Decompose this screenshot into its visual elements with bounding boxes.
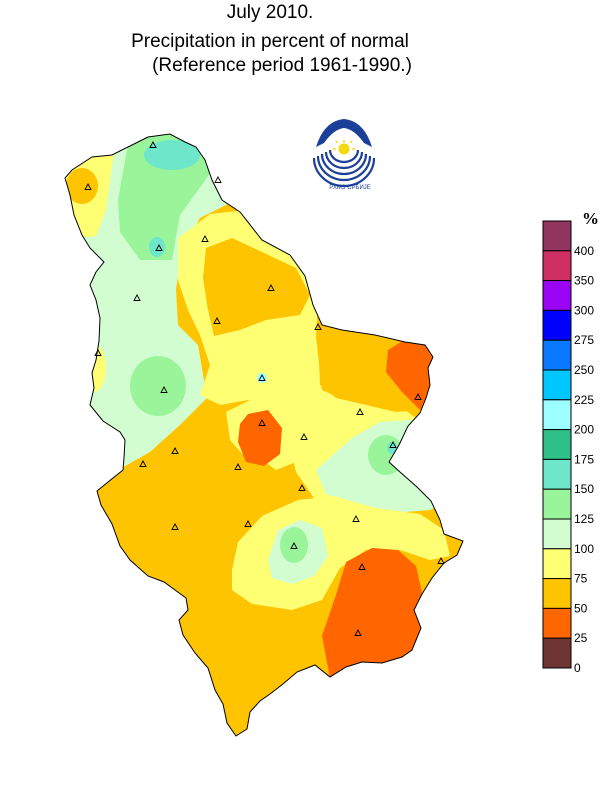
triangle-station-icon	[267, 284, 275, 291]
legend-swatch	[542, 518, 572, 550]
logo-text: РХМЗ СРБИЈЕ	[329, 185, 371, 191]
legend-swatch	[542, 250, 572, 282]
zone-25-50-southeast	[322, 548, 426, 678]
legend-tick-label: 275	[574, 333, 594, 347]
triangle-station-icon	[352, 515, 360, 522]
triangle-station-icon	[160, 386, 168, 393]
triangle-station-icon	[171, 523, 179, 530]
legend-swatch	[542, 339, 572, 371]
triangle-station-icon	[214, 176, 222, 183]
triangle-station-icon	[258, 374, 266, 381]
legend-tick-label: 300	[574, 303, 594, 317]
legend-tick-label: 75	[574, 572, 588, 586]
triangle-station-icon	[389, 441, 397, 448]
zone-50-75-nw-spot	[66, 168, 98, 204]
triangle-station-icon	[354, 629, 362, 636]
legend-tick-label: 100	[574, 542, 594, 556]
triangle-station-icon	[139, 460, 147, 467]
triangle-station-icon	[155, 244, 163, 251]
triangle-station-icon	[213, 317, 221, 324]
triangle-station-icon	[356, 408, 364, 415]
zone-150-175-spot	[149, 237, 165, 257]
legend-tick-label: 225	[574, 393, 594, 407]
legend-tick-label: 200	[574, 423, 594, 437]
zone-25-50-center	[238, 410, 282, 466]
map-title-line1: July 2010.	[226, 2, 314, 23]
triangle-station-icon	[258, 419, 266, 426]
zone-25-50-northeast	[386, 335, 432, 410]
legend-swatch	[542, 280, 572, 311]
station-markers	[84, 141, 445, 636]
legend-swatch	[542, 220, 572, 252]
triangle-station-icon	[437, 557, 445, 564]
legend-tick-label: 50	[574, 601, 588, 615]
triangle-station-icon	[290, 542, 298, 549]
legend-swatch	[542, 548, 572, 580]
legend-swatch	[542, 369, 572, 401]
legend-swatch	[542, 607, 572, 639]
triangle-station-icon	[133, 294, 141, 301]
legend-swatch	[542, 637, 572, 669]
zone-150-175-north	[144, 140, 200, 170]
triangle-station-icon	[84, 183, 92, 190]
map-title-line3: (Reference period 1961-1990.)	[152, 55, 412, 76]
triangle-station-icon	[94, 349, 102, 356]
triangle-station-icon	[149, 141, 157, 148]
zone-125-150-west	[130, 356, 186, 416]
triangle-station-icon	[171, 447, 179, 454]
legend-tick-label: 400	[574, 244, 594, 258]
legend-swatch	[542, 309, 572, 341]
triangle-station-icon	[244, 520, 252, 527]
triangle-station-icon	[201, 235, 209, 242]
triangle-station-icon	[234, 463, 242, 470]
legend-unit: %	[582, 209, 599, 228]
legend-tick-label: 0	[574, 661, 581, 675]
triangle-station-icon	[414, 393, 422, 400]
legend-tick-label: 125	[574, 512, 594, 526]
triangle-station-icon	[358, 563, 366, 570]
legend-swatch	[542, 429, 572, 460]
zone-50-75-central-north	[203, 238, 310, 336]
legend-tick-label: 350	[574, 274, 594, 288]
triangle-station-icon	[300, 433, 308, 440]
legend-tick-label: 250	[574, 363, 594, 377]
legend-tick-label: 25	[574, 631, 588, 645]
rhmz-logo: РХМЗ СРБИЈЕ	[312, 119, 376, 191]
legend-swatches	[542, 220, 572, 669]
legend-tick-label: 150	[574, 482, 594, 496]
legend-tick-label: 175	[574, 452, 594, 466]
triangle-station-icon	[298, 484, 306, 491]
map-title-line2: Precipitation in percent of normal	[131, 31, 409, 52]
zone-125-150-south	[280, 527, 308, 563]
triangle-station-icon	[314, 323, 322, 330]
legend-swatch	[542, 578, 572, 609]
legend-swatch	[542, 488, 572, 520]
legend-swatch	[542, 399, 572, 431]
legend-swatch	[542, 458, 572, 490]
